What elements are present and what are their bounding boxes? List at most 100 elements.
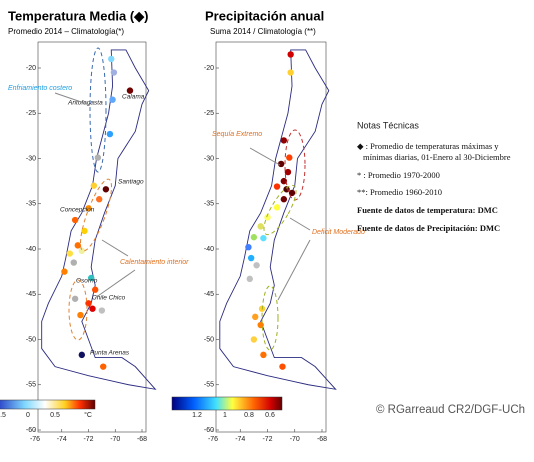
place-label: Chile Chico	[92, 295, 126, 302]
station-dot	[71, 216, 79, 224]
y-tick-label: -55	[26, 382, 36, 389]
station-dot	[280, 137, 288, 144]
map-frame	[37, 41, 147, 433]
credit: © RGarreaud CR2/DGF-UCh	[376, 404, 525, 416]
station-dot	[279, 363, 286, 370]
colorbar-label: .5	[0, 412, 6, 419]
y-tick-label: -20	[204, 65, 214, 72]
x-tick-label: -76	[208, 436, 218, 443]
y-tick-label: -20	[26, 65, 36, 72]
station-dot	[273, 204, 281, 211]
arrow	[101, 239, 129, 257]
station-dot	[94, 154, 102, 161]
station-dot	[280, 177, 288, 185]
colorbar-label: 0.6	[265, 412, 275, 419]
arrow	[277, 239, 311, 301]
note-item: Fuente de datos de Precipitación: DMC	[357, 223, 500, 233]
station-dot	[91, 286, 99, 293]
station-dot	[61, 268, 68, 275]
note-item: mínimas diarias, 01-Enero al 30-Diciembr…	[363, 152, 511, 162]
notes: ◆ : Promedio de temperaturas máximas ymí…	[357, 141, 511, 233]
dashed-ellipse	[79, 178, 113, 252]
station-dot	[280, 196, 288, 203]
station-dot	[71, 295, 79, 302]
coastline	[219, 49, 337, 390]
note-item: **: Promedio 1960-2010	[357, 187, 442, 197]
station-dot	[110, 69, 118, 76]
x-tick-label: -74	[235, 436, 245, 443]
station-dot	[66, 250, 73, 257]
colorbar-labels: .5 0 0.5 °C 1.2 1 0.8 0.6	[0, 411, 275, 419]
x-tick-label: -74	[57, 436, 67, 443]
y-tick-label: -40	[204, 246, 214, 253]
colorbar	[171, 396, 283, 411]
station-dot	[247, 254, 255, 262]
x-tick-label: -70	[290, 436, 300, 443]
station-dot	[245, 243, 252, 251]
x-tick-label: -70	[110, 436, 120, 443]
arrow	[94, 269, 136, 299]
x-tick-label: -72	[262, 436, 272, 443]
station-dot	[288, 189, 296, 197]
station-dot	[126, 87, 134, 94]
y-tick-label: -45	[26, 291, 36, 298]
annotation: Sequía Extremo	[212, 131, 262, 138]
y-tick-label: -35	[26, 201, 36, 208]
station-dot	[252, 313, 259, 321]
place-label: Santiago	[118, 179, 144, 186]
notes-title: Notas Técnicas	[357, 120, 419, 130]
station-dot	[257, 223, 264, 230]
station-dot	[106, 130, 114, 138]
dashed-ellipse	[263, 184, 297, 236]
left-title: Temperatura Media (◆)	[8, 8, 149, 23]
station-dot	[87, 274, 95, 282]
station-dot	[109, 96, 116, 103]
annotation: Enfriamiento costero	[8, 85, 72, 92]
note-item: ◆ : Promedio de temperaturas máximas y	[357, 141, 499, 151]
x-tick-label: -68	[137, 436, 147, 443]
colorbar-label: 0.8	[244, 412, 254, 419]
y-tick-label: -40	[26, 246, 36, 253]
station-dot	[287, 51, 294, 58]
colorbar-label: 1	[223, 412, 227, 419]
station-dot	[250, 336, 258, 343]
station-dot	[257, 321, 264, 329]
y-tick-label: -50	[204, 336, 214, 343]
x-tick-label: -72	[83, 436, 93, 443]
station-dot	[286, 154, 293, 161]
map-frame	[215, 41, 327, 433]
colorbar-label: 1.2	[192, 412, 202, 419]
annotation-text: Enfriamiento costero	[8, 85, 72, 92]
station-dot	[108, 55, 115, 63]
station-dot	[250, 234, 258, 241]
place-label: Punta Arenas	[90, 350, 130, 357]
station-dot	[246, 275, 253, 283]
y-tick-label: -60	[26, 427, 36, 434]
note-item: * : Promedio 1970-2000	[357, 170, 440, 180]
station-dot	[253, 262, 260, 269]
right-subtitle: Suma 2014 / Climatología (**)	[210, 27, 316, 36]
y-tick-label: -25	[26, 110, 36, 117]
station-dot	[70, 259, 77, 266]
station-dot	[287, 69, 294, 76]
station-dot	[284, 168, 292, 176]
y-tick-label: -35	[204, 201, 214, 208]
annotation: Calentamiento interior	[120, 259, 189, 266]
colorbar-label: °C	[84, 411, 92, 419]
right-title: Precipitación anual	[205, 8, 324, 23]
station-dot	[74, 242, 82, 249]
y-tick-label: -50	[26, 336, 36, 343]
place-label: Calama	[122, 94, 145, 101]
note-item: Fuente de datos de temperatura: DMC	[357, 205, 498, 215]
station-dot	[260, 351, 267, 359]
y-tick-label: -30	[26, 155, 36, 162]
station-dot	[81, 227, 88, 235]
left-map: -20 -25 -30 -35 -40 -45 -50 -55 -60 -76 -74 -72 -70 -…	[26, 41, 157, 443]
x-tick-label: -76	[30, 436, 40, 443]
station-dot	[78, 247, 86, 255]
station-dot	[100, 363, 107, 370]
station-dot	[264, 214, 271, 221]
station-dot	[277, 160, 285, 168]
station-dot	[89, 305, 96, 312]
